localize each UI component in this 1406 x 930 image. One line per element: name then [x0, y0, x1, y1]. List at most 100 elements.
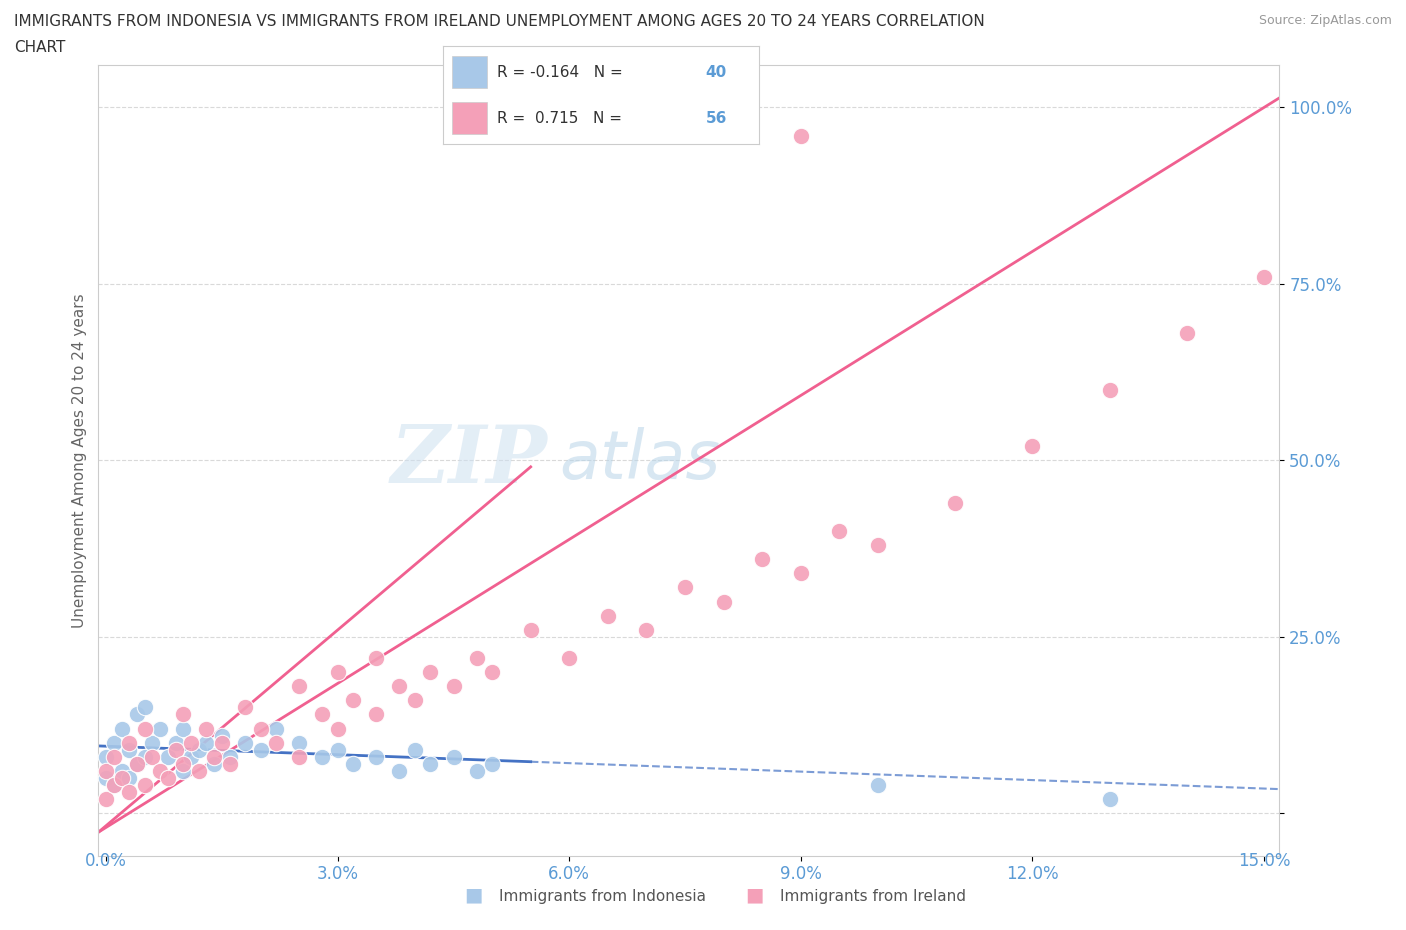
- Bar: [453, 102, 486, 135]
- Point: [404, 742, 426, 757]
- Point: [636, 622, 658, 637]
- Point: [156, 750, 179, 764]
- Point: [311, 707, 333, 722]
- Point: [94, 750, 117, 764]
- Point: [218, 750, 240, 764]
- Point: [481, 756, 503, 771]
- Point: [172, 764, 194, 778]
- Point: [94, 771, 117, 786]
- Text: Immigrants from Ireland: Immigrants from Ireland: [780, 889, 966, 904]
- Point: [465, 764, 488, 778]
- Point: [187, 742, 209, 757]
- Point: [110, 721, 132, 736]
- Point: [868, 538, 890, 552]
- Point: [342, 693, 364, 708]
- Point: [149, 721, 172, 736]
- Point: [326, 742, 349, 757]
- Point: [419, 756, 441, 771]
- Point: [868, 777, 890, 792]
- Point: [172, 707, 194, 722]
- Point: [713, 594, 735, 609]
- Point: [141, 750, 163, 764]
- Point: [110, 764, 132, 778]
- Point: [118, 785, 141, 800]
- Point: [202, 750, 225, 764]
- Text: R =  0.715   N =: R = 0.715 N =: [496, 111, 627, 126]
- Point: [118, 771, 141, 786]
- Point: [110, 771, 132, 786]
- Point: [1175, 326, 1198, 340]
- Point: [180, 736, 202, 751]
- Point: [366, 651, 388, 666]
- Point: [443, 750, 465, 764]
- Point: [134, 721, 156, 736]
- Point: [180, 750, 202, 764]
- Point: [1253, 270, 1275, 285]
- Point: [443, 679, 465, 694]
- Point: [233, 736, 256, 751]
- Point: [202, 756, 225, 771]
- Point: [187, 764, 209, 778]
- Point: [249, 742, 271, 757]
- Point: [264, 736, 287, 751]
- Point: [172, 721, 194, 736]
- Point: [264, 721, 287, 736]
- Text: 40: 40: [706, 65, 727, 80]
- Point: [125, 707, 148, 722]
- Point: [134, 750, 156, 764]
- Bar: [453, 56, 486, 88]
- Point: [103, 750, 125, 764]
- Point: [211, 728, 233, 743]
- Text: CHART: CHART: [14, 40, 66, 55]
- Point: [419, 665, 441, 680]
- Point: [596, 608, 619, 623]
- Text: 56: 56: [706, 111, 727, 126]
- Point: [249, 721, 271, 736]
- Point: [790, 565, 813, 580]
- Point: [118, 742, 141, 757]
- Y-axis label: Unemployment Among Ages 20 to 24 years: Unemployment Among Ages 20 to 24 years: [72, 293, 87, 628]
- Point: [558, 128, 581, 143]
- Point: [465, 651, 488, 666]
- Text: IMMIGRANTS FROM INDONESIA VS IMMIGRANTS FROM IRELAND UNEMPLOYMENT AMONG AGES 20 : IMMIGRANTS FROM INDONESIA VS IMMIGRANTS …: [14, 14, 984, 29]
- Point: [288, 679, 311, 694]
- Text: ■: ■: [745, 885, 763, 904]
- Point: [103, 777, 125, 792]
- Point: [388, 764, 411, 778]
- Point: [288, 736, 311, 751]
- Point: [519, 622, 541, 637]
- Text: ■: ■: [464, 885, 482, 904]
- Point: [311, 750, 333, 764]
- Point: [326, 665, 349, 680]
- Point: [141, 736, 163, 751]
- Text: ZIP: ZIP: [391, 421, 547, 499]
- Point: [195, 736, 218, 751]
- Point: [1021, 439, 1043, 454]
- Point: [94, 764, 117, 778]
- Point: [1098, 382, 1121, 397]
- Text: R = -0.164   N =: R = -0.164 N =: [496, 65, 627, 80]
- Point: [943, 496, 966, 511]
- Text: atlas: atlas: [560, 428, 720, 493]
- Point: [156, 771, 179, 786]
- Point: [673, 580, 696, 595]
- Point: [1098, 791, 1121, 806]
- Point: [828, 524, 851, 538]
- Point: [172, 756, 194, 771]
- Text: Source: ZipAtlas.com: Source: ZipAtlas.com: [1258, 14, 1392, 27]
- Point: [481, 665, 503, 680]
- Point: [233, 700, 256, 715]
- Point: [149, 764, 172, 778]
- Point: [125, 756, 148, 771]
- Point: [103, 736, 125, 751]
- Point: [342, 756, 364, 771]
- Point: [751, 551, 773, 566]
- Point: [366, 707, 388, 722]
- Point: [790, 128, 813, 143]
- Point: [558, 651, 581, 666]
- Point: [118, 736, 141, 751]
- Point: [288, 750, 311, 764]
- Point: [103, 777, 125, 792]
- Point: [326, 721, 349, 736]
- Point: [165, 742, 187, 757]
